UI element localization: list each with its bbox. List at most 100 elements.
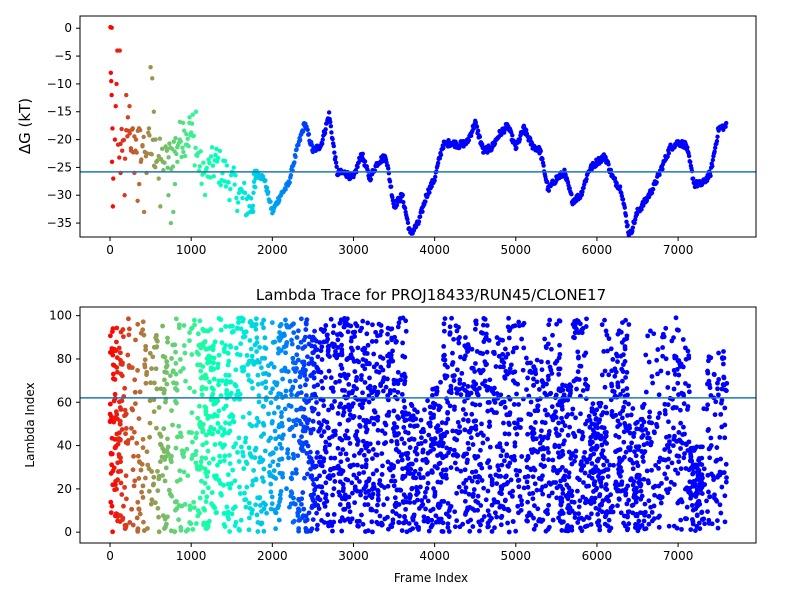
free-energy-point xyxy=(386,166,391,171)
lambda-point xyxy=(237,491,243,496)
lambda-point xyxy=(130,522,136,528)
free-energy-point xyxy=(630,225,636,230)
lambda-point xyxy=(253,476,259,482)
lambda-point xyxy=(363,464,369,470)
lambda-point xyxy=(118,407,124,412)
lambda-point xyxy=(160,323,165,329)
lambda-point xyxy=(685,407,690,412)
lambda-point xyxy=(681,455,687,461)
lambda-point xyxy=(295,453,301,459)
lambda-point xyxy=(606,336,612,342)
lambda-point xyxy=(576,354,581,360)
lambda-point xyxy=(136,506,142,512)
delta-g-symbol: ΔG xyxy=(16,132,34,154)
lambda-point xyxy=(670,443,676,449)
lambda-point xyxy=(352,329,358,335)
free-energy-point xyxy=(541,163,546,168)
free-energy-point xyxy=(222,158,228,164)
lambda-point xyxy=(580,388,586,393)
lambda-point xyxy=(620,408,626,414)
lambda-point xyxy=(672,433,677,439)
lambda-point xyxy=(142,357,148,363)
lambda-point xyxy=(665,490,671,496)
lambda-point xyxy=(323,480,329,486)
lambda-point xyxy=(675,380,681,386)
lambda-point xyxy=(235,449,240,455)
lambda-point xyxy=(191,505,197,511)
lambda-point xyxy=(501,458,507,464)
lambda-point xyxy=(624,369,630,375)
lambda-point xyxy=(581,353,587,358)
lambda-point xyxy=(498,453,504,459)
lambda-point xyxy=(516,402,521,407)
lambda-point xyxy=(523,355,529,361)
lambda-point xyxy=(605,467,611,472)
lambda-point xyxy=(158,386,164,392)
lambda-point xyxy=(470,524,476,529)
free-energy-point xyxy=(147,133,152,138)
lambda-point xyxy=(607,462,613,468)
lambda-point xyxy=(134,440,140,446)
lambda-point xyxy=(278,488,284,494)
lambda-point xyxy=(193,452,198,458)
lambda-point xyxy=(358,377,364,382)
lambda-point xyxy=(374,468,380,473)
lambda-point xyxy=(715,380,720,386)
lambda-point xyxy=(634,511,639,517)
lambda-point xyxy=(293,378,298,384)
lambda-point xyxy=(301,506,307,512)
lambda-point xyxy=(362,443,368,448)
lambda-point xyxy=(230,467,236,473)
free-energy-point xyxy=(562,167,567,173)
lambda-point xyxy=(678,438,684,444)
lambda-point xyxy=(644,468,650,474)
lambda-point xyxy=(624,501,630,507)
lambda-point xyxy=(424,459,430,465)
lambda-point xyxy=(477,528,482,534)
lambda-point xyxy=(312,500,318,506)
lambda-point xyxy=(269,320,275,326)
lambda-point xyxy=(300,490,306,495)
lambda-point xyxy=(120,327,126,332)
free-energy-point xyxy=(624,219,629,224)
lambda-point xyxy=(236,435,242,441)
lambda-point xyxy=(216,382,221,388)
lambda-point xyxy=(271,410,277,416)
lambda-point xyxy=(478,461,484,467)
free-energy-point xyxy=(172,181,178,187)
lambda-point xyxy=(452,407,457,412)
lambda-point xyxy=(352,334,358,339)
lambda-point xyxy=(565,432,571,438)
lambda-point xyxy=(638,483,643,489)
lambda-point xyxy=(285,447,291,453)
lambda-point xyxy=(112,415,118,421)
lambda-point xyxy=(203,499,209,504)
lambda-point xyxy=(465,519,471,525)
lambda-point xyxy=(388,355,394,361)
lambda-point xyxy=(281,331,287,337)
free-energy-point xyxy=(109,92,114,98)
lambda-point xyxy=(396,449,402,455)
lambda-point xyxy=(489,477,495,482)
lambda-point xyxy=(676,359,682,364)
lambda-point xyxy=(638,488,644,494)
lambda-point xyxy=(482,336,488,342)
lambda-point xyxy=(655,371,660,377)
free-energy-point xyxy=(232,182,237,187)
lambda-point xyxy=(655,415,661,421)
lambda-point xyxy=(197,495,203,501)
lambda-point xyxy=(237,484,242,490)
lambda-point xyxy=(152,500,158,506)
lambda-point xyxy=(615,447,621,453)
free-energy-point xyxy=(328,124,334,129)
lambda-point xyxy=(110,362,116,368)
lambda-point xyxy=(646,435,652,441)
lambda-point xyxy=(425,480,431,486)
lambda-point xyxy=(669,460,675,466)
lambda-point xyxy=(714,518,720,523)
lambda-point xyxy=(406,521,412,526)
lambda-point xyxy=(404,529,410,535)
lambda-point xyxy=(679,526,684,532)
lambda-point xyxy=(646,521,652,527)
lambda-point xyxy=(338,317,344,323)
